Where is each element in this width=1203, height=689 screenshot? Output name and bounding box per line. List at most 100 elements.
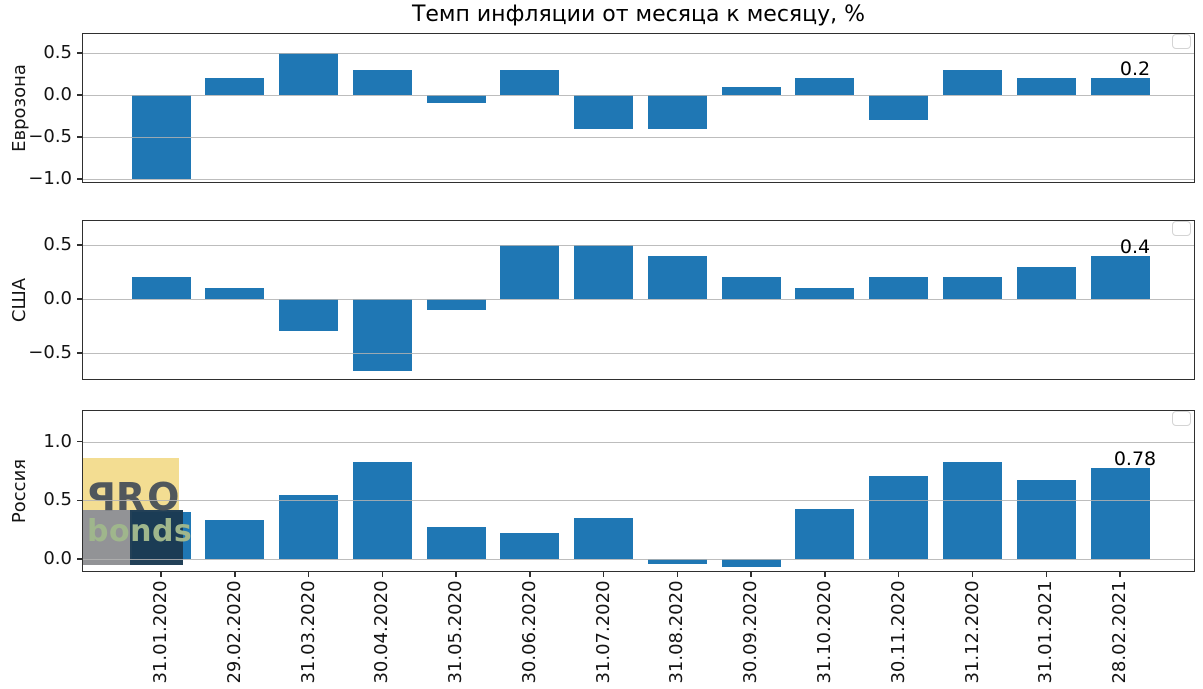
legend-box: [1172, 411, 1191, 426]
gridline: [83, 244, 1194, 246]
x-tick-mark: [750, 572, 752, 577]
plot-border: [82, 410, 1195, 572]
x-tick-mark: [307, 572, 310, 577]
x-tick-label: 28.02.2021: [1109, 580, 1130, 684]
bar-28.02.2021: [1090, 467, 1150, 560]
y-tick-mark: [77, 298, 82, 300]
bar-31.07.2020: [574, 518, 634, 560]
bar-31.12.2020: [943, 461, 1002, 560]
x-tick-label: 31.05.2020: [445, 580, 467, 684]
bar-30.06.2020: [500, 533, 560, 560]
x-tick-mark: [160, 572, 162, 577]
watermark-navy-box: [130, 510, 183, 565]
x-tick-mark: [971, 572, 974, 577]
gridline: [83, 136, 1194, 138]
bar-31.05.2020: [426, 527, 486, 560]
y-tick-label: −0.5: [28, 125, 72, 147]
bar-30.09.2020: [721, 86, 781, 95]
bar-30.04.2020: [352, 461, 412, 560]
gridline: [83, 353, 1194, 354]
plot-border: [82, 33, 1195, 183]
x-tick-mark: [455, 572, 457, 577]
y-tick-mark: [77, 499, 82, 502]
legend-box: [1172, 34, 1191, 49]
bar-31.03.2020: [279, 298, 338, 332]
bar-30.09.2020: [721, 277, 781, 299]
bar-31.01.2021: [1016, 78, 1076, 96]
x-tick-mark: [676, 572, 679, 577]
bar-30.04.2020: [352, 69, 412, 95]
gridline: [83, 53, 1194, 55]
bar-31.10.2020: [795, 288, 855, 299]
x-tick-mark: [824, 572, 826, 577]
watermark-gray-box: [82, 510, 130, 565]
y-axis-label-США: США: [9, 277, 30, 323]
gridline: [83, 95, 1194, 96]
bar-28.02.2021: [1090, 78, 1150, 96]
gridline: [83, 559, 1194, 561]
legend-box: [1172, 221, 1191, 236]
y-tick-label: 0.5: [43, 233, 72, 255]
bar-29.02.2020: [205, 288, 265, 299]
y-axis-label-Россия: Россия: [9, 458, 30, 524]
x-tick-label: 30.06.2020: [518, 580, 540, 684]
y-tick-label: 0.5: [43, 489, 72, 511]
bar-31.10.2020: [795, 508, 855, 560]
x-tick-label: 31.10.2020: [813, 580, 835, 684]
x-tick-label: 29.02.2020: [223, 580, 245, 684]
bar-30.06.2020: [500, 69, 560, 95]
y-tick-label: −1.0: [28, 167, 72, 189]
x-tick-label: 30.04.2020: [371, 580, 393, 684]
bar-31.08.2020: [647, 559, 707, 564]
x-tick-label: 30.09.2020: [740, 580, 762, 684]
y-tick-mark: [77, 178, 82, 180]
bar-31.12.2020: [943, 69, 1002, 95]
x-tick-label: 31.07.2020: [592, 580, 614, 684]
y-tick-label: 0.0: [43, 84, 72, 105]
bar-31.07.2020: [574, 244, 634, 299]
gridline: [83, 298, 1194, 300]
x-tick-mark: [234, 572, 236, 577]
bar-31.05.2020: [426, 298, 486, 310]
x-tick-label: 31.01.2021: [1035, 580, 1057, 684]
watermark-pro-text: PRO: [86, 475, 182, 519]
bar-30.09.2020: [721, 559, 781, 568]
x-tick-label: 31.08.2020: [666, 580, 688, 684]
bar-30.11.2020: [869, 475, 929, 559]
bar-31.08.2020: [647, 255, 707, 299]
y-tick-mark: [77, 52, 82, 54]
y-tick-label: 0.0: [43, 548, 72, 570]
y-axis-label-Еврозона: Еврозона: [9, 64, 30, 152]
bar-31.01.2020: [131, 277, 191, 299]
bar-31.05.2020: [426, 95, 486, 104]
gridline: [83, 441, 1194, 443]
bar-31.12.2020: [943, 277, 1002, 299]
bar-31.01.2020: [131, 512, 191, 560]
bar-30.11.2020: [869, 95, 929, 121]
bar-31.01.2021: [1016, 266, 1076, 299]
x-tick-label: 31.03.2020: [297, 580, 319, 684]
y-tick-mark: [77, 94, 82, 96]
bar-30.11.2020: [869, 277, 929, 299]
last-value-annotation: 0.78: [1113, 447, 1157, 470]
x-tick-mark: [897, 572, 900, 577]
x-tick-mark: [602, 572, 605, 577]
bar-31.08.2020: [647, 95, 707, 129]
bar-31.10.2020: [795, 78, 855, 96]
bar-30.06.2020: [500, 244, 560, 299]
y-tick-mark: [77, 352, 82, 354]
watermark-yellow-box: [82, 458, 179, 510]
watermark-bonds-text: bonds: [87, 514, 193, 549]
bar-31.01.2021: [1016, 480, 1076, 560]
y-tick-mark: [77, 136, 82, 138]
bar-31.07.2020: [574, 95, 634, 129]
last-value-annotation: 0.4: [1119, 235, 1151, 258]
watermark-mirrored-letter: P: [86, 475, 116, 519]
last-value-annotation: 0.2: [1119, 58, 1151, 81]
plot-border: [82, 220, 1195, 380]
x-tick-label: 31.01.2020: [150, 580, 171, 684]
